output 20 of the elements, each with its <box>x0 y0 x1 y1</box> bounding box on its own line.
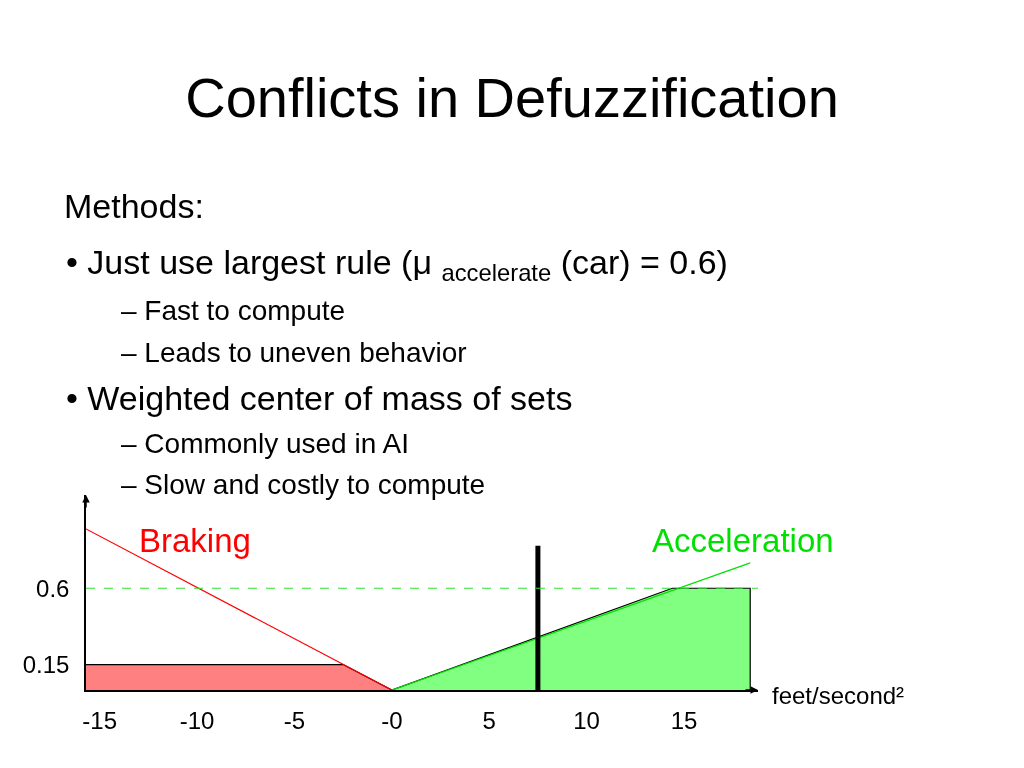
text: – Commonly used in AI <box>121 428 409 459</box>
text: Methods: <box>64 187 204 225</box>
x-tick-label: -5 <box>283 706 306 734</box>
x-tick-label: 10 <box>573 706 600 734</box>
x-axis-title: feet/second² <box>772 682 905 709</box>
annotation: – Slow and costly to compute <box>121 469 486 500</box>
series-label: Acceleration <box>652 522 834 559</box>
x-tick-label: -0 <box>381 706 403 734</box>
text: – Leads to uneven behavior <box>121 337 467 368</box>
text: • Just use largest rule (μ $_{accelerate}$ (car) = 0.6) <box>66 243 728 287</box>
x-tick-label: 15 <box>670 706 698 734</box>
chart-title: Conflicts in Defuzzification <box>185 65 839 129</box>
x-tick-label: -10 <box>179 706 215 734</box>
x-tick-label: -15 <box>82 706 117 734</box>
y-tick-label: 0.15 <box>22 650 70 678</box>
text: – Fast to compute <box>121 295 346 326</box>
text: • Weighted center of mass of sets <box>66 379 573 417</box>
series-label: Braking <box>139 522 251 559</box>
x-tick-label: 5 <box>482 706 496 734</box>
y-tick-label: 0.6 <box>36 574 70 602</box>
